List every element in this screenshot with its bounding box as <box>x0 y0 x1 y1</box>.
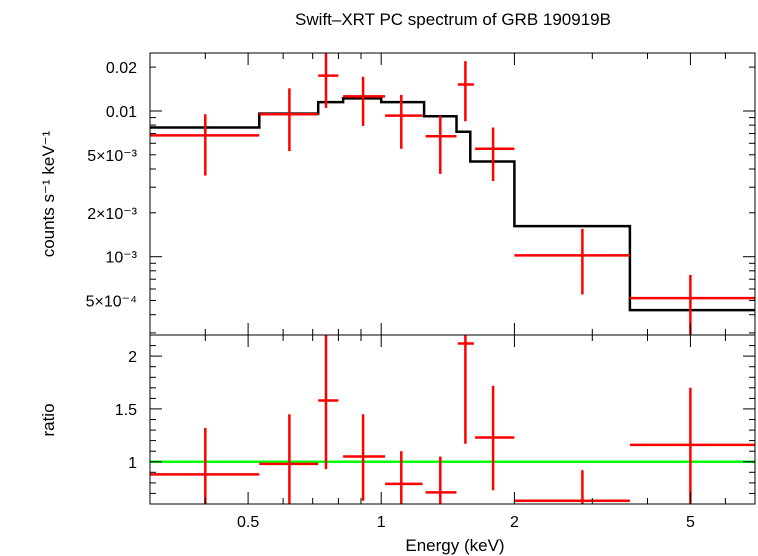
ratio-y-tick-label: 1 <box>128 455 137 472</box>
spectrum-panel-frame <box>149 52 756 336</box>
ratio-y-axis-label: ratio <box>39 403 58 436</box>
ratio-panel-ticks: 1 1.5 2 0.5 1 2 5 <box>115 335 756 531</box>
x-tick-label: 0.5 <box>237 514 259 531</box>
spectrum-y-axis-label: counts s⁻¹ keV⁻¹ <box>39 130 58 257</box>
spectrum-y-tick-label: 0.01 <box>106 104 137 121</box>
x-axis-label: Energy (keV) <box>405 536 504 555</box>
chart-title: Swift–XRT PC spectrum of GRB 190919B <box>295 10 611 29</box>
ratio-data-points <box>150 335 755 504</box>
spectrum-y-tick-label: 5×10⁻³ <box>87 148 137 165</box>
spectrum-y-tick-label: 0.02 <box>106 60 137 77</box>
ratio-panel: 1 1.5 2 0.5 1 2 5 ratio Energy (keV) <box>39 334 756 555</box>
spectrum-y-tick-label: 2×10⁻³ <box>87 206 137 223</box>
x-tick-label: 2 <box>510 514 519 531</box>
model-step-curve <box>150 97 755 312</box>
ratio-panel-frame <box>149 334 756 505</box>
model-step-line <box>150 97 755 312</box>
x-tick-label: 5 <box>686 514 695 531</box>
spectrum-data-points <box>150 53 755 335</box>
ratio-y-tick-label: 2 <box>128 349 137 366</box>
spectrum-y-tick-label: 5×10⁻⁴ <box>86 294 137 311</box>
spectrum-panel-ticks: 0.02 0.01 5×10⁻³ 2×10⁻³ 10⁻³ 5×10⁻⁴ <box>86 53 756 335</box>
x-tick-label: 1 <box>377 514 386 531</box>
spectrum-y-tick-label: 10⁻³ <box>105 250 137 267</box>
spectrum-panel: 0.02 0.01 5×10⁻³ 2×10⁻³ 10⁻³ 5×10⁻⁴ counts s⁻… <box>39 52 756 336</box>
ratio-y-tick-label: 1.5 <box>115 402 137 419</box>
